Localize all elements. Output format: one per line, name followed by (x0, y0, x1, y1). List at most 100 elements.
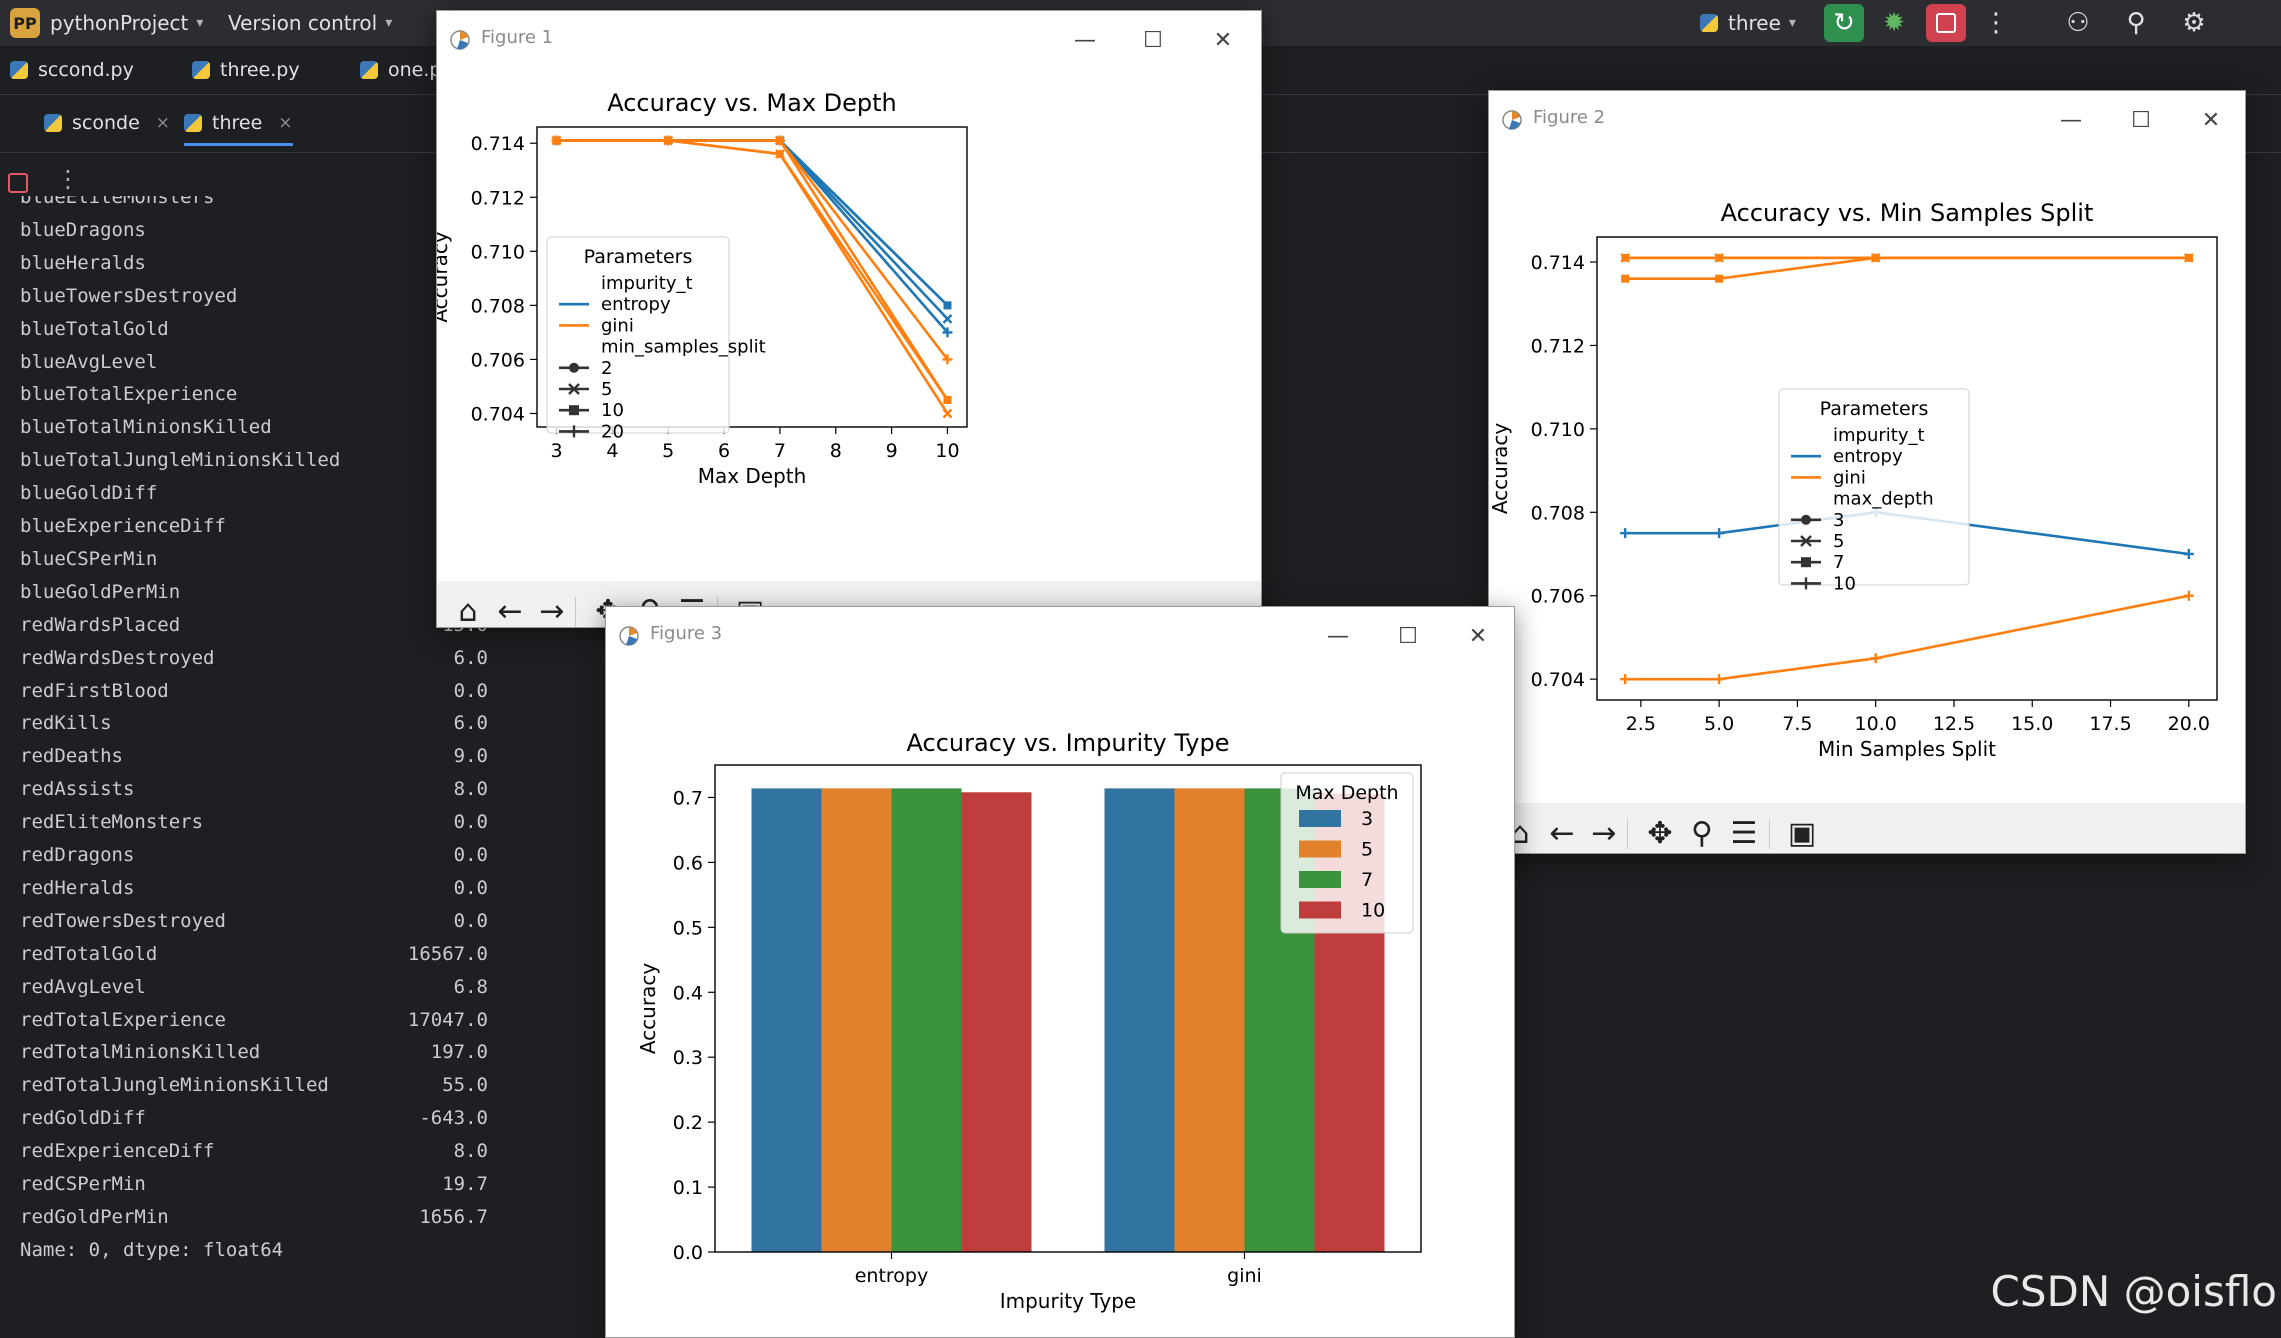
back-button[interactable]: ← (1543, 813, 1581, 853)
x-axis-label: Min Samples Split (1818, 737, 1996, 761)
project-selector[interactable]: PP pythonProject ▾ (10, 6, 203, 40)
search-button[interactable]: ⚲ (2116, 4, 2156, 42)
add-user-icon: ⚇ (2066, 8, 2090, 38)
stop-button[interactable] (1926, 4, 1966, 42)
legend-box (546, 236, 730, 434)
console-line-name: redTowersDestroyed (20, 909, 226, 932)
save-button[interactable]: ▣ (1783, 813, 1821, 853)
run-tab-three[interactable]: three × (184, 103, 293, 146)
debug-button[interactable]: ✹ (1874, 4, 1914, 42)
console-line-name: redHeralds (20, 876, 135, 899)
y-tick-label: 0.710 (1531, 419, 1585, 441)
toolbar-separator (575, 597, 576, 627)
home-button[interactable]: ⌂ (449, 591, 487, 628)
console-line-name: blueHeralds (20, 251, 146, 274)
console-line-name: redTotalExperience (20, 1008, 226, 1031)
console-line-name: blueDragons (20, 218, 146, 241)
plot-frame (1596, 236, 2218, 701)
plot-frame (714, 764, 1422, 1253)
console-footer: Name: 0, dtype: float64 (20, 1238, 284, 1261)
add-user-button[interactable]: ⚇ (2058, 4, 2098, 42)
console-line-name: redKills (20, 712, 112, 735)
console-line-value: 0.0 (453, 909, 488, 932)
maximize-button[interactable]: ☐ (2113, 101, 2169, 139)
console-line-name: blueCSPerMin (20, 547, 158, 570)
series-line (556, 139, 949, 361)
editor-tab-sccond[interactable]: sccond.py (10, 46, 134, 94)
series-line (1625, 594, 2190, 681)
configure-subplots-button[interactable]: ☰ (1725, 813, 1763, 853)
legend-label: 5 (601, 379, 612, 400)
home-button[interactable]: ⌂ (1501, 813, 1539, 853)
data-point-marker (1714, 528, 1725, 539)
watermark: CSDN @oisflo (1990, 1267, 2278, 1316)
maximize-icon: ☐ (1143, 27, 1163, 53)
kebab-icon[interactable]: ⋮ (56, 165, 80, 193)
close-button[interactable]: ✕ (2183, 101, 2239, 139)
run-tab-label: sconde (72, 112, 140, 134)
y-tick-label: 0.706 (471, 349, 525, 371)
close-button[interactable]: ✕ (1195, 21, 1251, 59)
stop-icon[interactable] (8, 173, 28, 193)
legend-label: impurity_t (601, 273, 693, 294)
minimize-button[interactable]: — (1310, 617, 1366, 655)
forward-button[interactable]: → (533, 591, 571, 628)
y-tick-label: 0.712 (1531, 335, 1585, 357)
maximize-button[interactable]: ☐ (1125, 21, 1181, 59)
x-tick-label: 5.0 (1704, 713, 1734, 735)
more-actions-button[interactable]: ⋮ (1976, 4, 2016, 42)
editor-tab-three[interactable]: three.py (192, 46, 300, 94)
version-control-menu[interactable]: Version control ▾ (228, 6, 392, 40)
y-tick-label: 0.714 (471, 133, 525, 155)
rerun-button[interactable]: ↻ (1824, 4, 1864, 42)
figure-1-window[interactable]: Figure 1 — ☐ ✕ Accuracy vs. Max Depth 3 4 5… (436, 10, 1262, 628)
settings-button[interactable]: ⚙ (2174, 4, 2214, 42)
y-tick-label: 0.708 (1531, 502, 1585, 524)
y-tick-label: 0.706 (1531, 586, 1585, 608)
back-button[interactable]: ← (491, 591, 529, 628)
data-point-marker (1871, 253, 1880, 262)
bar (821, 788, 892, 1252)
run-tab-sconde[interactable]: sconde × (44, 103, 170, 143)
close-icon[interactable]: × (278, 113, 293, 133)
chevron-down-icon: ▾ (385, 15, 393, 31)
legend-label: 2 (601, 358, 612, 379)
editor-tab-label: three.py (220, 59, 300, 81)
legend-title: Parameters (1820, 398, 1929, 420)
close-icon[interactable]: × (155, 113, 171, 133)
console-line-value: 6.8 (453, 975, 488, 998)
minimize-button[interactable]: — (2043, 101, 2099, 139)
close-button[interactable]: ✕ (1450, 617, 1506, 655)
pan-button[interactable]: ✥ (1641, 813, 1679, 853)
editor-tab-one[interactable]: one.p (360, 46, 441, 94)
console-line-name: blueGoldPerMin (20, 580, 181, 603)
forward-icon: → (539, 593, 565, 628)
y-tick-label: 0.1 (673, 1177, 703, 1199)
project-name: pythonProject (50, 11, 189, 35)
bar (961, 792, 1032, 1252)
matplotlib-logo-icon (450, 30, 470, 50)
gear-icon: ⚙ (2182, 8, 2206, 38)
figure-3-window[interactable]: Figure 3 — ☐ ✕ Accuracy vs. Impurity Typ… (605, 606, 1515, 1338)
legend-label: 10 (1833, 573, 1856, 594)
data-point-marker (2183, 549, 2194, 560)
window-title-bar[interactable]: Figure 3 — ☐ ✕ (606, 607, 1514, 665)
x-tick-label: 7.5 (1782, 713, 1812, 735)
maximize-button[interactable]: ☐ (1380, 617, 1436, 655)
minimize-button[interactable]: — (1057, 21, 1113, 59)
run-config-selector[interactable]: three ▾ (1700, 6, 1796, 40)
console-line-value: 9.0 (453, 745, 488, 768)
data-point-marker (1714, 253, 1724, 263)
console-line-name: redAvgLevel (20, 975, 146, 998)
y-axis-label: Accuracy (1489, 423, 1512, 514)
y-tick-label: 0.708 (471, 295, 525, 317)
plot-frame (536, 126, 968, 428)
zoom-button[interactable]: ⚲ (1683, 813, 1721, 853)
forward-button[interactable]: → (1585, 813, 1623, 853)
x-tick-label: 12.5 (1933, 713, 1975, 735)
window-title-bar[interactable]: Figure 1 — ☐ ✕ (437, 11, 1261, 69)
window-title-bar[interactable]: Figure 2 — ☐ ✕ (1489, 91, 2245, 149)
legend: Parameters impurity_tentropyginimin_sampl… (546, 236, 766, 442)
figure-2-window[interactable]: Figure 2 — ☐ ✕ Accuracy vs. Min Samples … (1488, 90, 2246, 854)
data-point-marker (942, 354, 953, 365)
